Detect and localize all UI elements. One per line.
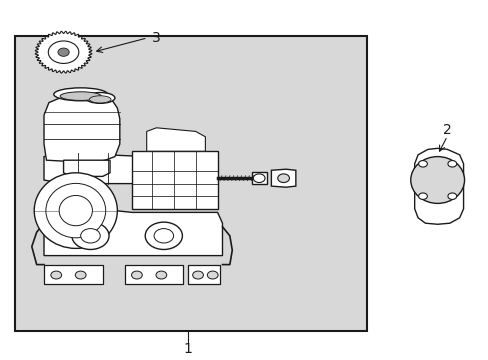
Ellipse shape (54, 88, 107, 101)
Circle shape (48, 41, 79, 63)
Circle shape (207, 271, 218, 279)
Circle shape (145, 222, 182, 249)
Ellipse shape (46, 183, 105, 238)
Polygon shape (63, 160, 110, 176)
Bar (188, 265, 220, 284)
Circle shape (418, 193, 427, 199)
Text: 3: 3 (152, 31, 161, 45)
Circle shape (418, 161, 427, 167)
Circle shape (75, 271, 86, 279)
Polygon shape (271, 169, 295, 187)
Ellipse shape (85, 93, 115, 103)
Circle shape (81, 229, 100, 243)
Circle shape (72, 222, 109, 249)
Polygon shape (44, 94, 120, 163)
Circle shape (192, 271, 203, 279)
Circle shape (131, 271, 142, 279)
Circle shape (58, 48, 69, 56)
Circle shape (154, 229, 173, 243)
Text: 1: 1 (183, 342, 192, 356)
Bar (44, 265, 102, 284)
Bar (124, 265, 183, 284)
Ellipse shape (34, 173, 117, 248)
Circle shape (156, 271, 166, 279)
Circle shape (447, 193, 456, 199)
Circle shape (447, 161, 456, 167)
Ellipse shape (60, 92, 101, 100)
Polygon shape (146, 128, 205, 151)
Polygon shape (414, 148, 463, 224)
Ellipse shape (410, 157, 464, 203)
Polygon shape (251, 172, 266, 184)
Ellipse shape (253, 174, 264, 183)
Polygon shape (44, 211, 222, 256)
Bar (15, 36, 366, 331)
Polygon shape (35, 31, 92, 73)
Ellipse shape (89, 96, 111, 103)
Ellipse shape (59, 195, 92, 226)
Circle shape (51, 271, 61, 279)
Polygon shape (44, 153, 154, 184)
Circle shape (277, 174, 289, 183)
Text: 2: 2 (442, 123, 451, 136)
Bar (132, 151, 217, 209)
